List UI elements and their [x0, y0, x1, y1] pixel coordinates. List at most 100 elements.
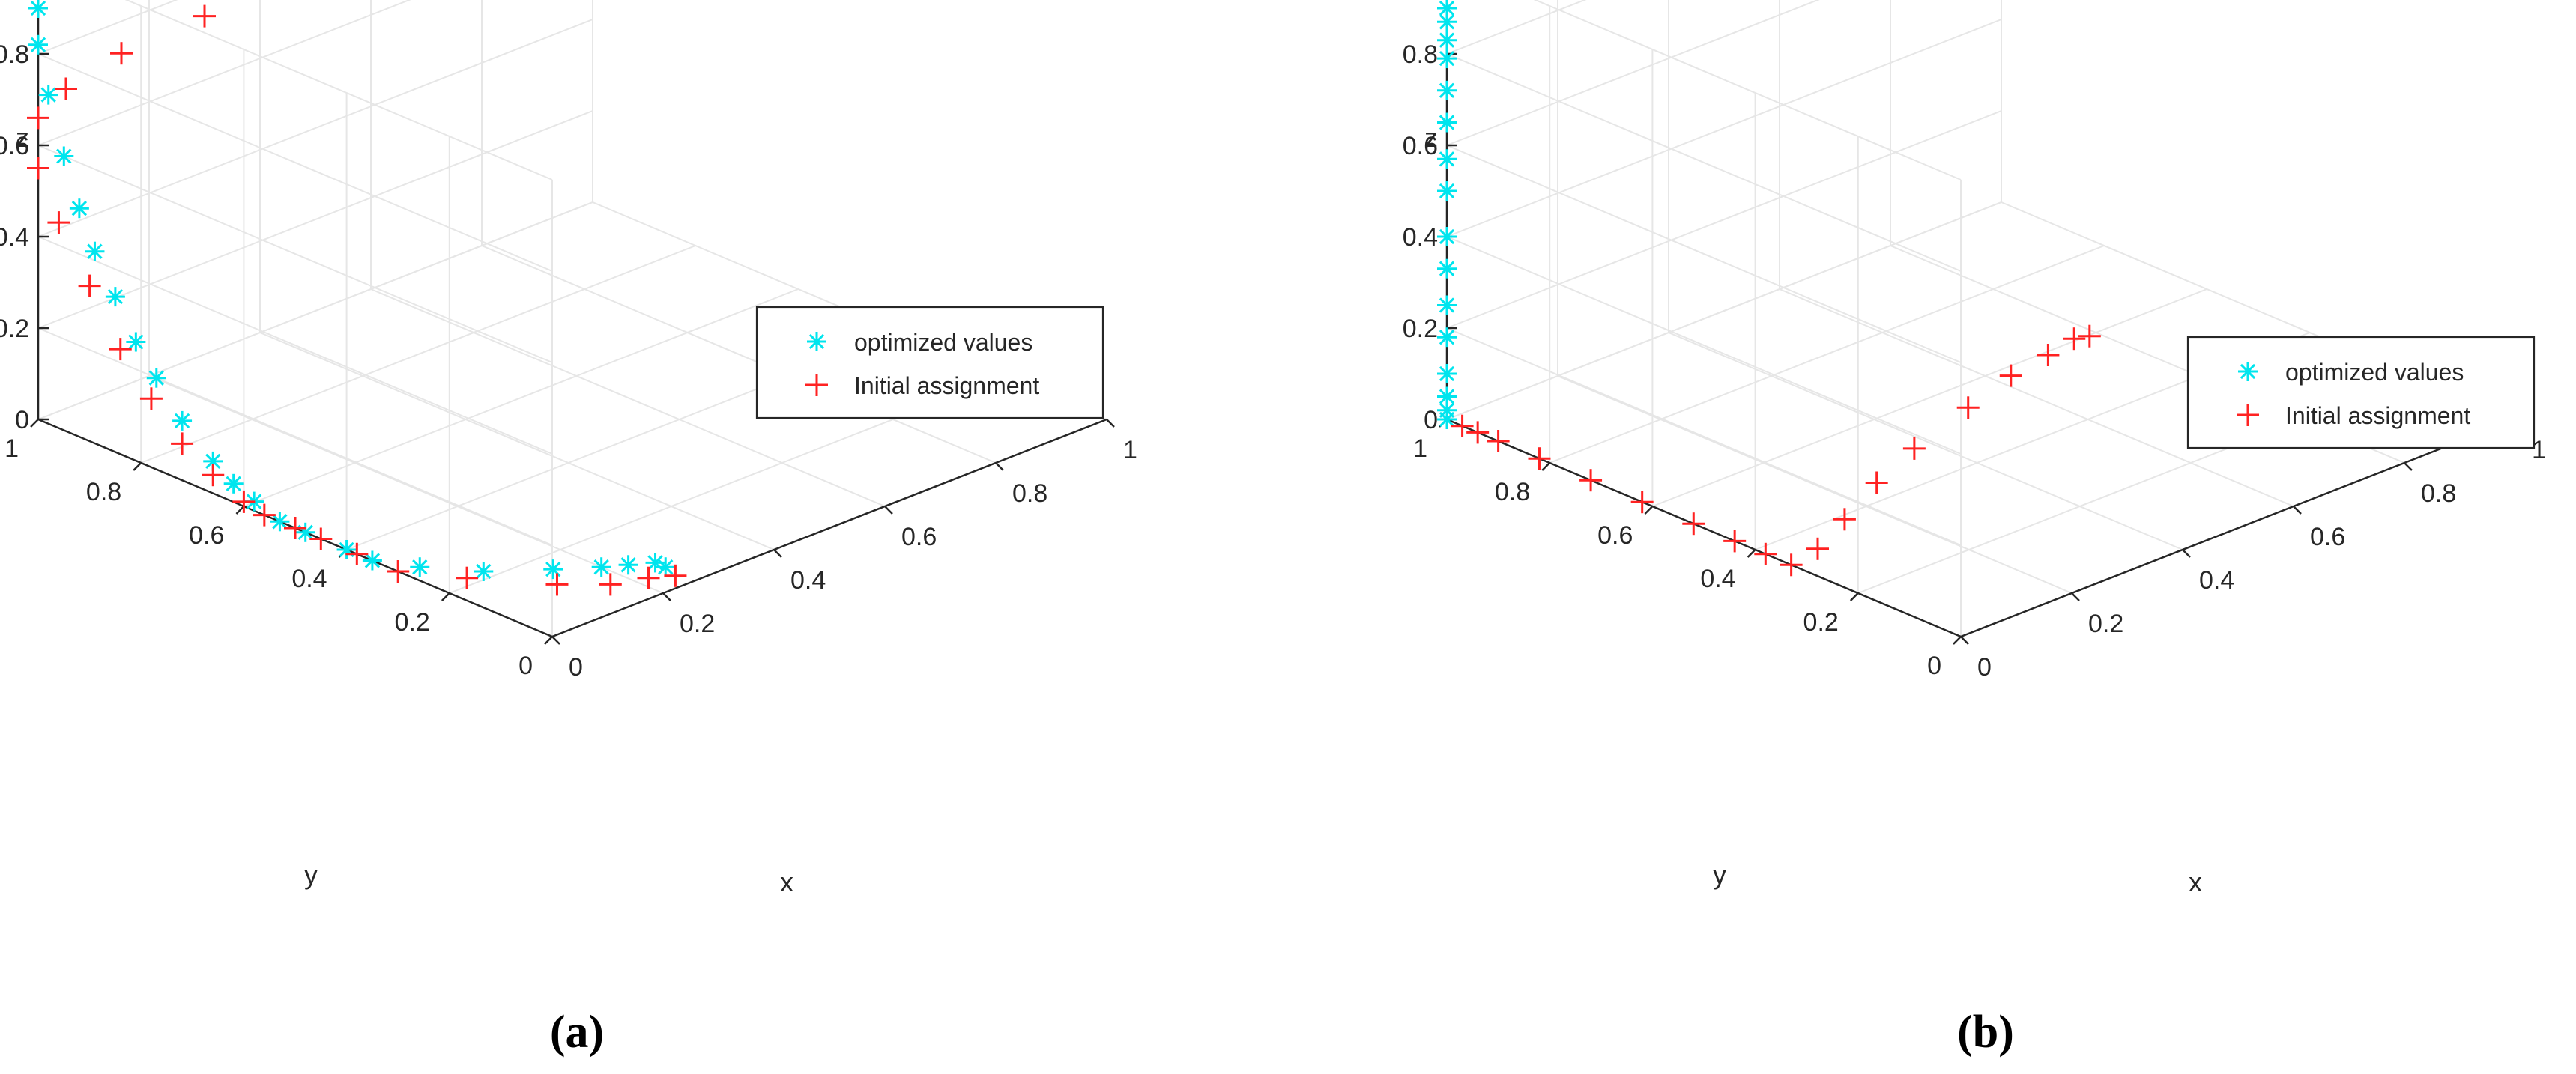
- initial-point: [599, 573, 622, 596]
- optimized-point: [1437, 181, 1457, 201]
- grid-line: [37, 327, 553, 546]
- series-initial: [1451, 324, 2101, 577]
- x-tick-label: 0.4: [790, 566, 826, 595]
- x-axis-label: x: [780, 867, 793, 897]
- optimized-point: [1437, 30, 1457, 50]
- optimized-point: [1437, 227, 1457, 246]
- grid-line: [1779, 288, 2294, 507]
- caption-b: (b): [1957, 1007, 2014, 1058]
- y-axis: [1446, 418, 1962, 638]
- initial-point: [664, 564, 687, 587]
- y-tick-label: 0.2: [395, 608, 430, 637]
- initial-point: [1579, 469, 1603, 492]
- initial-point: [345, 542, 369, 565]
- initial-point: [456, 566, 479, 589]
- grid-line: [1446, 145, 1962, 363]
- x-tick-label: 0.2: [680, 610, 715, 638]
- initial-point: [1528, 447, 1551, 470]
- grid-line: [140, 245, 696, 464]
- optimized-point: [1437, 258, 1457, 279]
- initial-point: [2037, 344, 2060, 366]
- series-optimized: [28, 0, 676, 581]
- grid-line: [37, 145, 553, 363]
- z-tick-label: 0.2: [0, 315, 29, 343]
- y-tick-mark: [30, 419, 39, 428]
- grid-line: [1549, 245, 2105, 464]
- grid-line: [481, 245, 997, 464]
- caption-a: (a): [550, 1007, 604, 1058]
- x-tick-label: 0: [569, 653, 583, 682]
- initial-point: [2078, 324, 2101, 348]
- y-tick-label: 0: [1927, 652, 1941, 680]
- y-tick-mark: [1644, 506, 1654, 515]
- initial-point: [253, 503, 276, 527]
- grid-line: [1446, 110, 2002, 329]
- x-tick-label: 0.6: [2310, 523, 2345, 551]
- initial-point: [2063, 327, 2086, 351]
- optimized-point: [1437, 149, 1457, 169]
- panel-b: 00.20.40.60.8100.20.40.60.8100.20.40.60.…: [1403, 0, 2546, 897]
- optimized-point: [28, 0, 48, 18]
- initial-point: [545, 573, 569, 596]
- initial-point: [387, 560, 410, 583]
- initial-point: [1902, 437, 1926, 460]
- x-tick-label: 0: [1977, 653, 1992, 682]
- z-axis-label: z: [16, 122, 29, 153]
- grid-line: [124, 0, 553, 180]
- optimized-point: [28, 34, 48, 55]
- x-tick-label: 0.4: [2199, 566, 2234, 595]
- grid-line: [1533, 0, 1962, 180]
- optimized-point: [1437, 364, 1457, 383]
- optimized-point: [474, 562, 494, 581]
- optimized-point: [172, 410, 193, 431]
- initial-point: [171, 432, 194, 455]
- grid-line: [37, 19, 593, 237]
- initial-point: [1723, 530, 1747, 553]
- y-tick-label: 0.4: [1700, 565, 1735, 593]
- y-tick-label: 0.6: [1597, 521, 1633, 550]
- legend-box: [2186, 336, 2536, 449]
- z-tick-label: 0.8: [0, 40, 29, 69]
- legend-marker-initial: [2237, 404, 2259, 426]
- z-tick-label: 0.4: [0, 223, 29, 252]
- x-axis: [551, 418, 1107, 638]
- x-tick-label: 1: [2532, 436, 2546, 464]
- y-tick-label: 1: [1413, 434, 1427, 463]
- y-axis-label: y: [304, 859, 318, 890]
- y-tick-mark: [133, 462, 142, 471]
- optimized-point: [54, 146, 74, 166]
- grid-line: [37, 201, 593, 420]
- legend: optimized values Initial assignment: [755, 306, 1104, 419]
- x-tick-label: 0.8: [2421, 479, 2456, 508]
- grid-line: [1446, 327, 1962, 546]
- series-initial: [27, 4, 687, 596]
- y-tick-label: 0.2: [1803, 608, 1839, 637]
- initial-point: [1833, 508, 1856, 531]
- initial-point: [193, 4, 216, 28]
- initial-point: [309, 527, 333, 550]
- optimized-point: [362, 550, 382, 571]
- grid-line: [37, 0, 411, 146]
- legend-marker-initial: [805, 374, 828, 396]
- initial-point: [47, 211, 70, 234]
- legend-label-initial: Initial assignment: [854, 372, 1039, 399]
- initial-point: [637, 566, 660, 589]
- grid-line: [1668, 332, 2183, 550]
- initial-point: [1806, 537, 1829, 560]
- initial-point: [110, 42, 133, 65]
- grid-line: [1557, 375, 2072, 594]
- optimized-point: [1437, 0, 1457, 18]
- y-tick-mark: [1849, 592, 1859, 601]
- grid-line: [37, 110, 593, 329]
- initial-point: [139, 387, 163, 410]
- initial-point: [1956, 396, 1980, 419]
- optimized-point: [543, 559, 563, 580]
- optimized-point: [1437, 327, 1457, 348]
- z-tick-label: 0.6: [1403, 132, 1438, 160]
- legend-label-optimized: optimized values: [854, 329, 1032, 356]
- x-tick-mark: [2404, 462, 2413, 471]
- legend-label-initial: Initial assignment: [2285, 402, 2470, 429]
- optimized-point: [336, 540, 357, 559]
- grid-line: [259, 332, 775, 550]
